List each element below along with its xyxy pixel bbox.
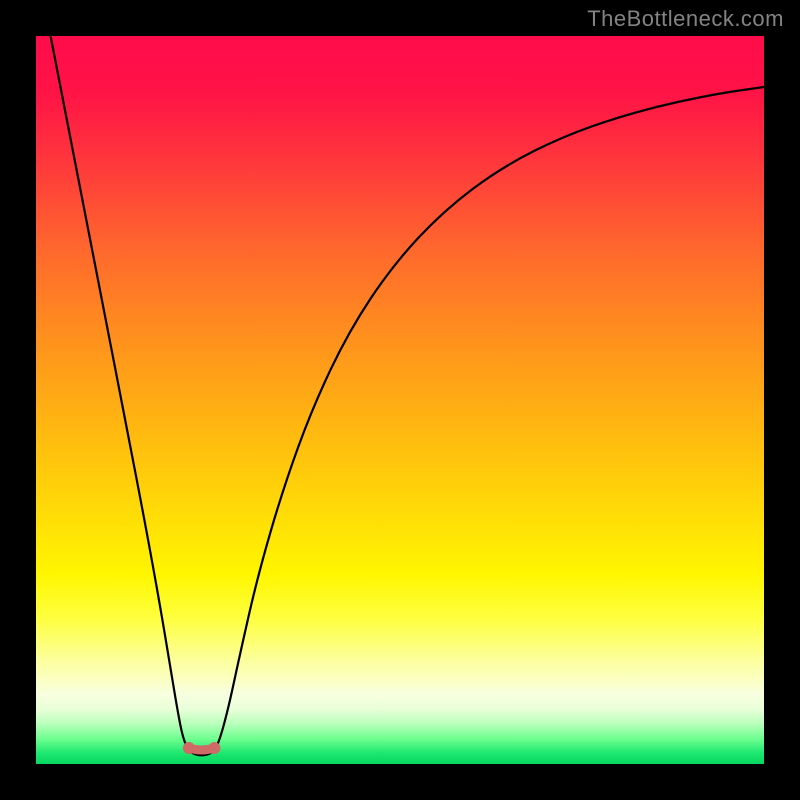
watermark-text: TheBottleneck.com bbox=[587, 6, 784, 32]
chart-container: TheBottleneck.com bbox=[0, 0, 800, 800]
plot-area bbox=[36, 36, 764, 764]
optimal-marker-0 bbox=[183, 742, 195, 754]
bottleneck-chart bbox=[0, 0, 800, 800]
optimal-marker-1 bbox=[208, 742, 220, 754]
